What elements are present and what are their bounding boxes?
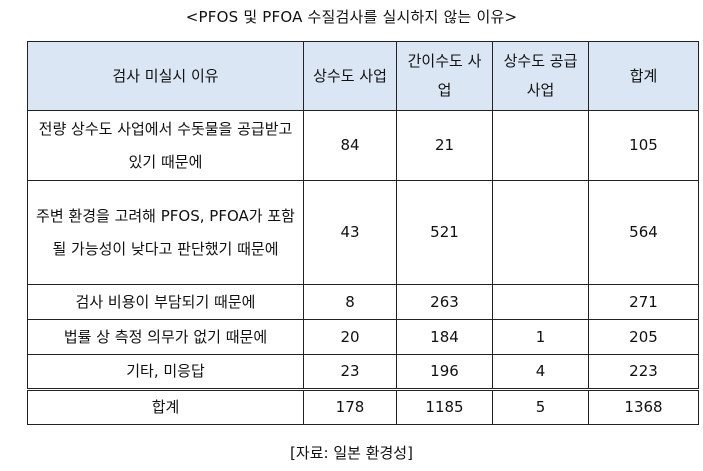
table-row: 주변 환경을 고려해 PFOS, PFOA가 포함될 가능성이 낮다고 판단했기… (27, 180, 699, 285)
simple-water-cell: 184 (396, 319, 493, 355)
header-bulk-supply: 상수도 공급 사업 (492, 41, 589, 111)
total-cell: 564 (588, 180, 699, 285)
simple-water-cell: 521 (396, 180, 493, 285)
reasons-table: 검사 미실시 이유 상수도 사업 간이수도 사업 상수도 공급 사업 합계 전량… (27, 41, 699, 425)
reason-cell: 주변 환경을 고려해 PFOS, PFOA가 포함될 가능성이 낮다고 판단했기… (27, 180, 304, 285)
water-supply-cell: 8 (303, 284, 397, 320)
water-supply-cell: 43 (303, 180, 397, 285)
header-row: 검사 미실시 이유 상수도 사업 간이수도 사업 상수도 공급 사업 합계 (27, 41, 699, 111)
bulk-supply-cell (492, 110, 589, 181)
total-water-supply: 178 (303, 388, 397, 425)
simple-water-cell: 196 (396, 354, 493, 390)
reason-cell: 법률 상 측정 의무가 없기 때문에 (27, 319, 304, 355)
table-row: 전량 상수도 사업에서 수돗물을 공급받고 있기 때문에 84 21 105 (27, 110, 699, 181)
water-supply-cell: 20 (303, 319, 397, 355)
total-cell: 205 (588, 319, 699, 355)
simple-water-cell: 263 (396, 284, 493, 320)
source-note: [자료: 일본 환경성] (290, 444, 413, 462)
table-row: 법률 상 측정 의무가 없기 때문에 20 184 1 205 (27, 319, 699, 355)
bulk-supply-cell: 1 (492, 319, 589, 355)
bulk-supply-cell (492, 180, 589, 285)
table-row: 검사 비용이 부담되기 때문에 8 263 271 (27, 284, 699, 320)
bulk-supply-cell: 4 (492, 354, 589, 390)
header-water-supply: 상수도 사업 (303, 41, 397, 111)
total-row: 합계 178 1185 5 1368 (27, 388, 699, 425)
total-simple-water: 1185 (396, 388, 493, 425)
reason-cell: 검사 비용이 부담되기 때문에 (27, 284, 304, 320)
grand-total: 1368 (588, 388, 699, 425)
total-cell: 271 (588, 284, 699, 320)
header-simple-water: 간이수도 사업 (396, 41, 493, 111)
table-row: 기타, 미응답 23 196 4 223 (27, 354, 699, 390)
bulk-supply-cell (492, 284, 589, 320)
water-supply-cell: 23 (303, 354, 397, 390)
total-cell: 223 (588, 354, 699, 390)
total-cell: 105 (588, 110, 699, 181)
reason-cell: 전량 상수도 사업에서 수돗물을 공급받고 있기 때문에 (27, 110, 304, 181)
header-reason: 검사 미실시 이유 (27, 41, 304, 111)
reason-cell: 기타, 미응답 (27, 354, 304, 390)
simple-water-cell: 21 (396, 110, 493, 181)
total-bulk-supply: 5 (492, 388, 589, 425)
table-title: <PFOS 및 PFOA 수질검사를 실시하지 않는 이유> (185, 8, 518, 26)
header-total: 합계 (588, 41, 699, 111)
total-label: 합계 (27, 388, 304, 425)
water-supply-cell: 84 (303, 110, 397, 181)
